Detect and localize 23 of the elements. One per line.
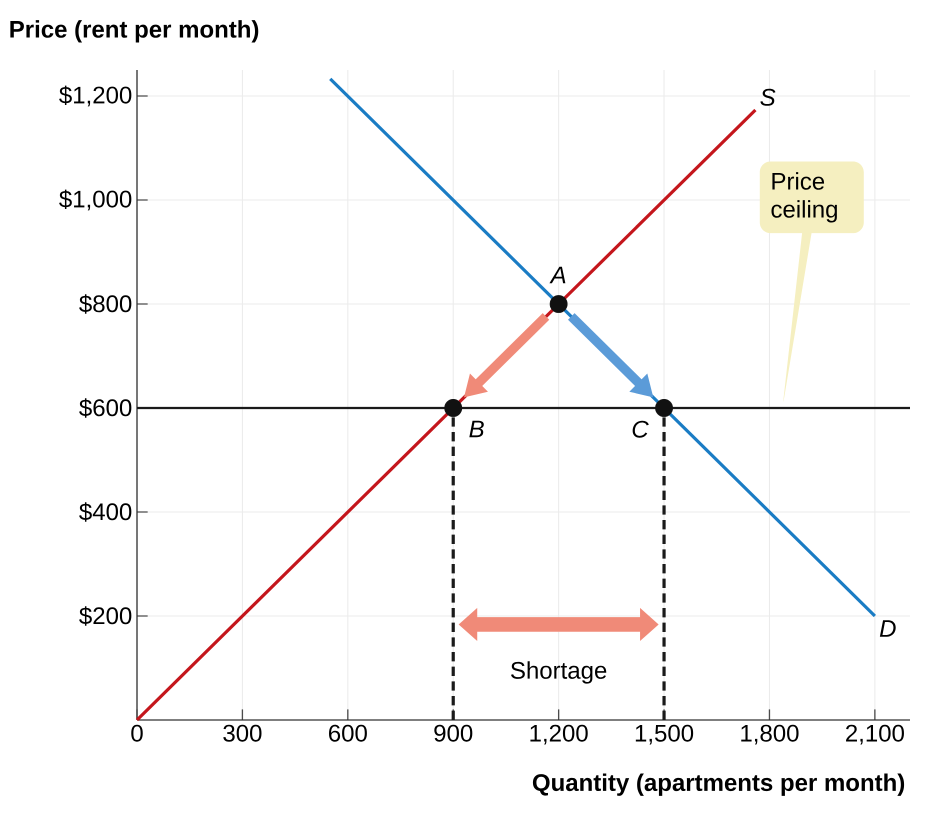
y-tick-label: $800 <box>79 294 132 314</box>
series-label: S <box>760 88 776 106</box>
x-tick-label: 1,800 <box>741 724 799 745</box>
x-tick-label: 2,100 <box>846 724 904 745</box>
x-tick-label: 1,500 <box>636 724 694 745</box>
y-axis-title: Price (rent per month) <box>10 20 258 43</box>
x-tick-label: 1,200 <box>530 724 588 745</box>
y-tick-label: $400 <box>79 502 132 522</box>
x-tick-label: 0 <box>131 724 143 742</box>
annotation: Price ceiling <box>771 172 837 223</box>
y-tick-label: $1,000 <box>59 190 132 210</box>
y-tick-label: $1,200 <box>59 86 132 106</box>
y-tick-label: $600 <box>79 398 132 418</box>
annotation: B <box>469 420 484 438</box>
annotation: Shortage <box>511 661 606 684</box>
series-label: D <box>880 620 896 637</box>
annotation: C <box>632 420 649 438</box>
x-tick-label: 300 <box>223 724 262 742</box>
annotation: A <box>549 266 566 284</box>
x-tick-label: 900 <box>434 724 472 742</box>
y-tick-label: $200 <box>79 606 132 626</box>
x-axis-title: Quantity (apartments per month) <box>532 773 904 796</box>
x-tick-label: 600 <box>329 724 367 742</box>
